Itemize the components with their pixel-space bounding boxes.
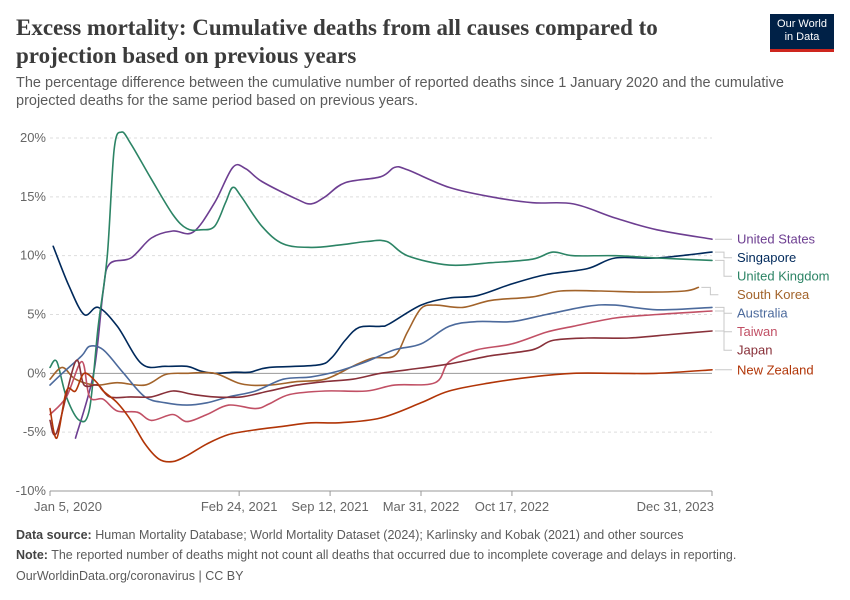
source-label: Data source: <box>16 528 92 542</box>
legend-label-singapore[interactable]: Singapore <box>737 250 796 265</box>
legend-label-new-zealand[interactable]: New Zealand <box>737 362 814 377</box>
legend-connector-taiwan <box>715 310 732 333</box>
legend-label-united-states[interactable]: United States <box>737 232 816 247</box>
legend-connector-singapore <box>715 251 732 259</box>
y-tick-label: 15% <box>20 189 46 204</box>
x-tick-label: Dec 31, 2023 <box>637 499 714 514</box>
series-line-australia <box>49 303 713 406</box>
chart-subtitle: The percentage difference between the cu… <box>16 75 784 109</box>
x-tick-label: Mar 31, 2022 <box>383 499 460 514</box>
legend-label-taiwan[interactable]: Taiwan <box>737 324 777 339</box>
series-line-united-states <box>74 163 713 439</box>
series-line-new-zealand <box>49 369 713 463</box>
y-tick-label: -5% <box>23 424 47 439</box>
y-tick-label: 0% <box>27 365 46 380</box>
y-tick-label: 10% <box>20 248 46 263</box>
x-tick-label: Sep 12, 2021 <box>291 499 368 514</box>
x-tick-label: Feb 24, 2021 <box>201 499 278 514</box>
series-line-united-kingdom <box>49 131 713 423</box>
y-tick-label: 20% <box>20 130 46 145</box>
legend-connector-south-korea <box>701 286 719 296</box>
data-source: Data source: Human Mortality Database; W… <box>16 528 683 542</box>
series-lines <box>49 131 713 463</box>
series-line-taiwan <box>49 310 713 423</box>
note-label: Note: <box>16 548 48 562</box>
legend[interactable]: United States Singapore United Kingdom Sout… <box>701 232 830 378</box>
x-tick-label: Oct 17, 2022 <box>475 499 549 514</box>
y-axis: -10% -5% 0% 5% 10% 15% 20% <box>16 130 47 498</box>
grid-lines <box>50 137 712 492</box>
owid-logo[interactable]: Our World in Data <box>770 14 834 52</box>
series-line-south-korea <box>49 286 700 387</box>
logo-line-1: Our World <box>777 18 827 30</box>
legend-label-united-kingdom[interactable]: United Kingdom <box>737 269 830 284</box>
y-tick-label: 5% <box>27 307 46 322</box>
x-tick-label: Jan 5, 2020 <box>34 499 102 514</box>
series-line-singapore <box>52 245 713 375</box>
legend-connector-japan <box>715 330 732 351</box>
legend-label-australia[interactable]: Australia <box>737 306 788 321</box>
chart-title: Excess mortality: Cumulative deaths from… <box>16 15 658 68</box>
legend-label-japan[interactable]: Japan <box>737 343 772 358</box>
logo-line-2: in Data <box>784 31 820 43</box>
legend-connector-australia <box>715 306 732 314</box>
credit-link[interactable]: OurWorldinData.org/coronavirus | CC BY <box>16 569 244 583</box>
y-tick-label: -10% <box>16 483 47 498</box>
x-axis: Jan 5, 2020 Feb 24, 2021 Sep 12, 2021 Mar 3… <box>34 490 714 514</box>
note-text: The reported number of deaths might not … <box>51 548 737 562</box>
data-note: Note: The reported number of deaths migh… <box>16 548 736 562</box>
legend-label-south-korea[interactable]: South Korea <box>737 287 810 302</box>
source-text: Human Mortality Database; World Mortalit… <box>95 528 684 542</box>
legend-connector-united-kingdom <box>715 259 732 277</box>
